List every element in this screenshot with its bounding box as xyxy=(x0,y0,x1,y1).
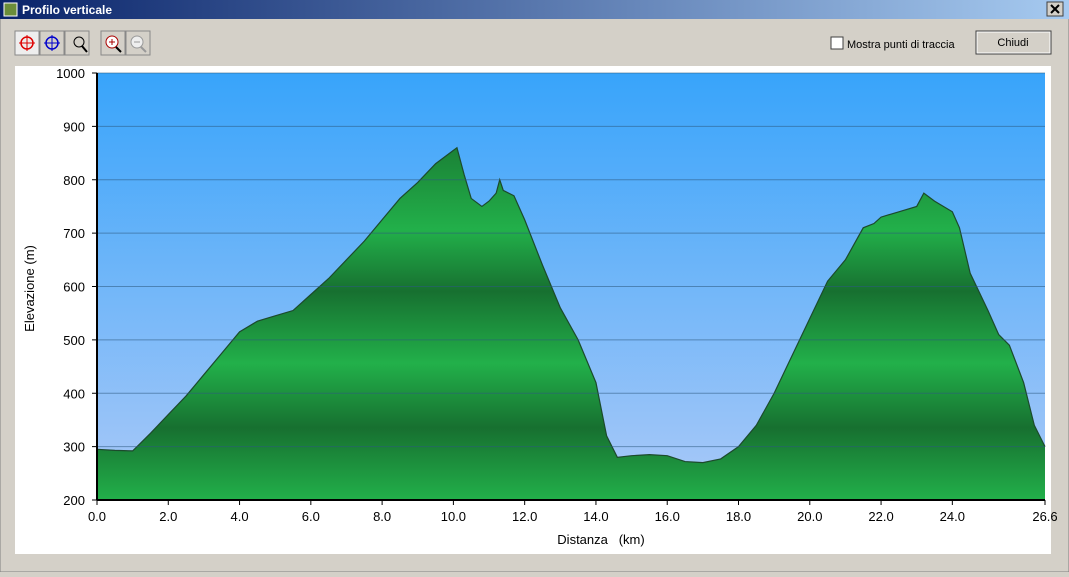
tool-button[interactable] xyxy=(39,30,65,56)
x-tick-label: 6.0 xyxy=(302,509,320,524)
y-tick-label: 200 xyxy=(63,493,85,508)
x-tick-label: 10.0 xyxy=(441,509,466,524)
y-tick-label: 500 xyxy=(63,333,85,348)
y-tick-label: 400 xyxy=(63,386,85,401)
toolbar xyxy=(14,30,151,56)
area-fill xyxy=(97,147,1045,500)
window-icon xyxy=(3,2,18,17)
area-line xyxy=(96,146,1046,464)
chart: 200 300 400 500 600 700 800 900 1000 0.0 2.0 4.0 6.0… xyxy=(22,66,1058,547)
close-button[interactable]: Chiudi xyxy=(975,30,1052,55)
tool-button[interactable] xyxy=(14,30,40,56)
x-tick-label: 22.0 xyxy=(868,509,893,524)
checkbox[interactable] xyxy=(830,36,844,50)
zoom-out-button[interactable] xyxy=(125,30,151,56)
y-tick-label: 600 xyxy=(63,280,85,295)
window-title: Profilo verticale xyxy=(22,3,112,17)
x-tick-label: 14.0 xyxy=(583,509,608,524)
title-bar xyxy=(0,0,1069,19)
x-tick-label: 16.0 xyxy=(655,509,680,524)
button-label[interactable]: Chiudi xyxy=(997,37,1028,49)
x-tick-label: 8.0 xyxy=(373,509,391,524)
close-icon[interactable] xyxy=(1046,1,1064,17)
y-tick-label: 700 xyxy=(63,226,85,241)
x-tick-label: 26.6 xyxy=(1032,509,1057,524)
y-tick-label: 800 xyxy=(63,173,85,188)
x-tick-label: 0.0 xyxy=(88,509,106,524)
x-tick-label: 12.0 xyxy=(512,509,537,524)
y-tick-label: 1000 xyxy=(56,66,85,81)
y-tick-label: 900 xyxy=(63,119,85,134)
x-tick-label: 18.0 xyxy=(726,509,751,524)
checkbox-label[interactable]: Mostra punti di traccia xyxy=(847,39,955,51)
x-tick-label: 24.0 xyxy=(940,509,965,524)
y-tick-label: 300 xyxy=(63,440,85,455)
zoom-in-button[interactable] xyxy=(100,30,126,56)
y-axis-label: Elevazione (m) xyxy=(22,245,37,332)
x-tick-label: 20.0 xyxy=(797,509,822,524)
x-tick-label: 2.0 xyxy=(159,509,177,524)
x-tick-label: 4.0 xyxy=(231,509,249,524)
x-axis-label: Distanza (km) xyxy=(557,532,644,547)
tool-button[interactable] xyxy=(64,30,90,56)
